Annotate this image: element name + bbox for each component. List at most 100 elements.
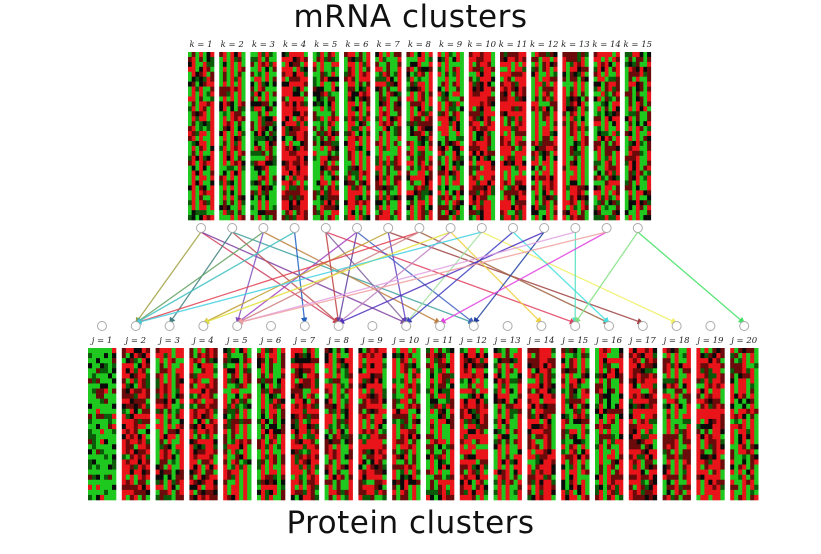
protein-cluster-label: j = 13 bbox=[493, 336, 521, 346]
mrna-heatmap-k2 bbox=[219, 52, 246, 221]
mrna-node-k5 bbox=[320, 223, 331, 233]
protein-cluster-label: j = 17 bbox=[628, 336, 657, 346]
mrna-cluster-label: k = 15 bbox=[624, 40, 653, 50]
protein-node-j20 bbox=[739, 321, 750, 331]
link-k9-j14 bbox=[450, 231, 543, 324]
mrna-heatmap-k3 bbox=[250, 52, 277, 221]
link-k6-j8 bbox=[336, 231, 358, 325]
protein-cluster-label: j = 6 bbox=[259, 336, 282, 346]
mrna-heatmap-k8 bbox=[406, 52, 433, 221]
protein-cluster-label: j = 14 bbox=[526, 336, 554, 346]
link-k9-j4 bbox=[202, 231, 451, 325]
protein-heatmap-j2 bbox=[121, 348, 151, 501]
link-k5-j10 bbox=[325, 231, 407, 324]
mrna-cluster-label: k = 8 bbox=[408, 40, 432, 50]
mrna-cluster-label: k = 4 bbox=[283, 40, 306, 50]
protein-cluster-label: j = 7 bbox=[293, 336, 316, 346]
protein-heatmap-j19 bbox=[696, 348, 725, 501]
protein-node-j13 bbox=[502, 321, 513, 331]
protein-cluster-label: j = 1 bbox=[90, 336, 113, 346]
mrna-node-k3 bbox=[258, 223, 269, 233]
protein-node-j9 bbox=[367, 321, 378, 331]
protein-heatmap-j1 bbox=[88, 348, 117, 501]
mrna-cluster-label: k = 2 bbox=[221, 40, 244, 50]
mrna-cluster-row: k = 1 k = 2 k = 3 k = 4 k = 5 k = 6 k = 7 k = 8… bbox=[188, 40, 652, 233]
link-k11-j10 bbox=[405, 231, 514, 324]
mrna-cluster-label: k = 11 bbox=[499, 40, 528, 50]
protein-node-j1 bbox=[97, 321, 107, 331]
mrna-cluster-label: k = 9 bbox=[439, 40, 463, 50]
protein-node-j11 bbox=[435, 321, 445, 331]
link-k15-j15 bbox=[574, 231, 639, 324]
protein-heatmap-j13 bbox=[493, 348, 522, 501]
mrna-cluster-label: k = 5 bbox=[314, 40, 337, 50]
protein-node-j4 bbox=[198, 321, 209, 331]
protein-node-j7 bbox=[299, 321, 310, 331]
protein-heatmap-j18 bbox=[662, 348, 691, 501]
protein-heatmap-j6 bbox=[257, 348, 286, 501]
mrna-node-k11 bbox=[508, 223, 518, 233]
protein-cluster-label: j = 12 bbox=[459, 336, 487, 346]
protein-node-j2 bbox=[130, 321, 141, 331]
mrna-node-k7 bbox=[383, 223, 394, 233]
mrna-cluster-label: k = 13 bbox=[561, 40, 590, 50]
link-k3-j11 bbox=[263, 231, 441, 324]
mrna-cluster-label: k = 1 bbox=[189, 40, 212, 50]
protein-heatmap-j10 bbox=[392, 348, 421, 501]
mrna-node-k12 bbox=[539, 223, 550, 233]
protein-heatmap-j3 bbox=[155, 348, 184, 501]
mrna-node-k8 bbox=[414, 223, 425, 233]
protein-cluster-label: j = 5 bbox=[225, 336, 248, 346]
protein-heatmap-j4 bbox=[189, 348, 218, 501]
protein-heatmap-j9 bbox=[358, 348, 387, 501]
protein-heatmap-j16 bbox=[595, 348, 624, 501]
link-k10-j10 bbox=[405, 231, 483, 324]
mrna-node-k6 bbox=[352, 223, 362, 233]
protein-heatmap-j8 bbox=[324, 348, 353, 501]
protein-cluster-label: j = 8 bbox=[326, 336, 349, 346]
mrna-heatmap-k7 bbox=[375, 52, 402, 221]
protein-node-j16 bbox=[604, 321, 614, 331]
mrna-heatmap-k15 bbox=[624, 52, 652, 221]
mrna-heatmap-k13 bbox=[562, 52, 589, 221]
mrna-heatmap-k1 bbox=[188, 52, 215, 221]
protein-node-j3 bbox=[164, 321, 175, 331]
mrna-cluster-label: k = 12 bbox=[530, 40, 559, 50]
protein-node-j5 bbox=[232, 321, 243, 331]
protein-cluster-label: j = 15 bbox=[560, 336, 588, 346]
mrna-node-k4 bbox=[289, 223, 300, 233]
protein-cluster-label: j = 3 bbox=[157, 336, 180, 346]
protein-heatmap-j5 bbox=[223, 348, 252, 501]
mrna-cluster-label: k = 6 bbox=[345, 40, 369, 50]
link-k14-j11 bbox=[439, 231, 607, 324]
protein-node-j14 bbox=[536, 321, 547, 331]
mrna-heatmap-k6 bbox=[344, 52, 371, 221]
mrna-node-k14 bbox=[601, 223, 612, 233]
protein-node-j18 bbox=[671, 321, 682, 331]
protein-cluster-label: j = 18 bbox=[662, 336, 691, 346]
protein-heatmap-j15 bbox=[561, 348, 590, 501]
mrna-heatmap-k5 bbox=[312, 52, 340, 221]
mrna-heatmap-k14 bbox=[593, 52, 620, 221]
mrna-node-k9 bbox=[445, 223, 456, 233]
link-k2-j3 bbox=[168, 231, 233, 324]
protein-cluster-row: j = 1 j = 2 j = 3 j = 4 j = 5 j = 6 j = 7 j = 8… bbox=[88, 321, 759, 501]
link-k12-j12 bbox=[473, 231, 545, 324]
protein-cluster-label: j = 16 bbox=[594, 336, 623, 346]
protein-node-j19 bbox=[705, 321, 716, 331]
mrna-heatmap-k4 bbox=[281, 52, 308, 221]
mrna-heatmap-k10 bbox=[468, 52, 496, 221]
mrna-heatmap-k11 bbox=[500, 52, 527, 221]
mrna-node-k1 bbox=[196, 223, 206, 233]
protein-heatmap-j20 bbox=[730, 348, 759, 501]
mrna-cluster-label: k = 7 bbox=[377, 40, 401, 50]
link-k14-j5 bbox=[236, 231, 607, 325]
protein-node-j8 bbox=[333, 321, 344, 331]
link-k5-j8 bbox=[325, 231, 342, 325]
protein-heatmap-j12 bbox=[459, 348, 489, 501]
link-k2-j8 bbox=[231, 231, 340, 324]
link-k13-j5 bbox=[236, 231, 576, 325]
protein-cluster-label: j = 11 bbox=[425, 336, 453, 346]
mrna-node-k13 bbox=[570, 223, 581, 233]
